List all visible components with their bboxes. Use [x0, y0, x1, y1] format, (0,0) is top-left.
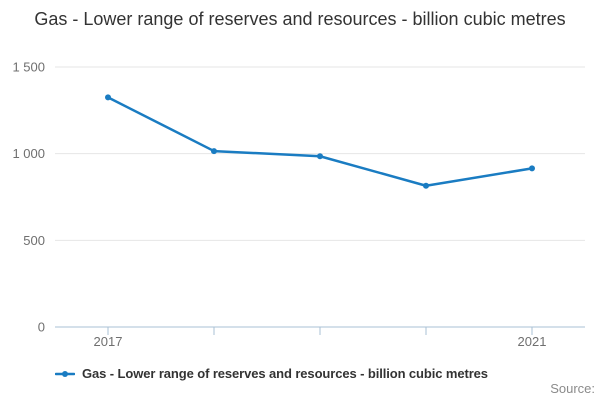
x-tick-label: 2021: [518, 334, 547, 349]
data-point-marker[interactable]: [211, 148, 217, 155]
y-tick-label: 1 500: [12, 60, 45, 75]
chart-title: Gas - Lower range of reserves and resour…: [34, 9, 566, 29]
legend-dot: [62, 370, 68, 377]
legend-item[interactable]: Gas - Lower range of reserves and resour…: [55, 366, 488, 381]
series-line: [106, 96, 534, 187]
x-tick-label: 2017: [94, 334, 123, 349]
data-point-marker[interactable]: [423, 182, 429, 189]
data-point-marker[interactable]: [317, 153, 323, 160]
legend-label: Gas - Lower range of reserves and resour…: [82, 366, 488, 381]
y-tick-label: 500: [23, 233, 45, 248]
data-point-marker[interactable]: [529, 165, 535, 172]
source-label: Source:: [550, 381, 595, 396]
y-tick-label: 1 000: [12, 146, 45, 161]
legend-line-marker-icon: [55, 370, 75, 377]
data-point-marker[interactable]: [105, 94, 111, 101]
y-tick-label: 0: [38, 320, 45, 335]
